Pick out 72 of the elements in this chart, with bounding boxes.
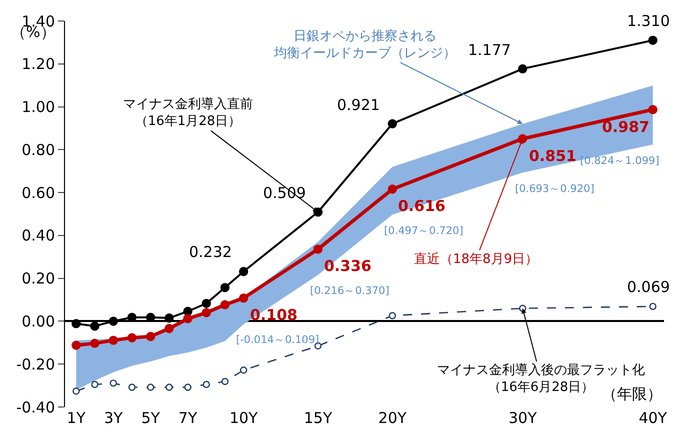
y-tick-label: -0.40	[16, 398, 55, 416]
data-label: 0.987	[602, 118, 650, 136]
y-tick-label: 0.60	[22, 184, 55, 202]
annotation: マイナス金利導入直前（16年1月28日）	[123, 97, 253, 129]
point	[146, 332, 156, 342]
point	[648, 104, 658, 114]
data-label: 1.177	[468, 41, 511, 59]
x-tick-label: 20Y	[378, 409, 408, 427]
data-label: 0.069	[627, 278, 670, 296]
point	[648, 36, 658, 45]
x-tick-label: 5Y	[141, 409, 161, 427]
x-tick-label: 40Y	[638, 409, 668, 427]
data-label: 0.336	[324, 257, 372, 275]
point	[202, 308, 211, 318]
y-tick-label: 0.00	[22, 312, 55, 330]
x-tick-label: 1Y	[66, 409, 86, 427]
y-tick-label: 0.40	[22, 226, 55, 245]
annotation: [0.497～0.720]	[384, 225, 464, 237]
point	[91, 380, 98, 388]
data-label: 0.921	[337, 96, 380, 114]
data-label: 0.232	[189, 243, 232, 261]
data-label: 0.851	[529, 147, 576, 165]
point	[72, 318, 81, 328]
point	[184, 384, 192, 391]
data-label: 1.310	[627, 12, 670, 30]
point	[649, 302, 656, 310]
point	[90, 322, 100, 331]
point	[72, 340, 81, 350]
y-tick-label: 0.20	[22, 270, 55, 288]
point	[220, 282, 230, 292]
point	[238, 293, 248, 303]
x-tick-label: 10Y	[229, 409, 259, 427]
y-tick-label: 0.80	[22, 140, 55, 159]
point	[166, 384, 173, 391]
point	[388, 184, 397, 194]
point	[90, 338, 100, 348]
x-tick-label: 7Y	[178, 409, 198, 427]
annotation: 直近（18年8月9日）	[414, 252, 538, 267]
annotation: 日銀オペから推察される均衡イールドカーブ（レンジ）	[273, 28, 456, 61]
x-tick-label: 3Y	[104, 409, 124, 427]
point	[388, 312, 396, 320]
data-label: 0.616	[398, 197, 446, 215]
point	[108, 316, 118, 326]
y-tick-label: -0.20	[16, 355, 55, 374]
annotation: [0.216～0.370]	[310, 285, 390, 297]
point	[388, 119, 397, 128]
point	[128, 384, 136, 391]
point	[127, 333, 137, 342]
annotation: [-0.014～0.109]	[236, 334, 320, 346]
annotation: [0.824～1.099]	[580, 155, 660, 167]
x-tick-label: 15Y	[304, 409, 333, 427]
point	[221, 378, 229, 386]
point	[238, 266, 248, 276]
point	[202, 380, 210, 388]
x-tick-label: 30Y	[508, 409, 538, 427]
point	[202, 298, 211, 308]
x-axis-title: （年限）	[602, 385, 662, 403]
point	[240, 366, 248, 374]
point	[183, 314, 192, 324]
point	[164, 324, 174, 334]
point	[164, 313, 174, 323]
point	[146, 384, 154, 391]
y-tick-label: 1.00	[22, 98, 55, 116]
y-tick-label: 1.20	[22, 55, 55, 74]
data-label: 0.108	[250, 306, 298, 324]
point	[72, 388, 80, 395]
point	[313, 244, 323, 254]
annotation: [0.693～0.920]	[515, 183, 594, 195]
point	[518, 64, 528, 74]
point	[110, 380, 117, 387]
point	[220, 300, 230, 310]
point	[108, 336, 118, 345]
